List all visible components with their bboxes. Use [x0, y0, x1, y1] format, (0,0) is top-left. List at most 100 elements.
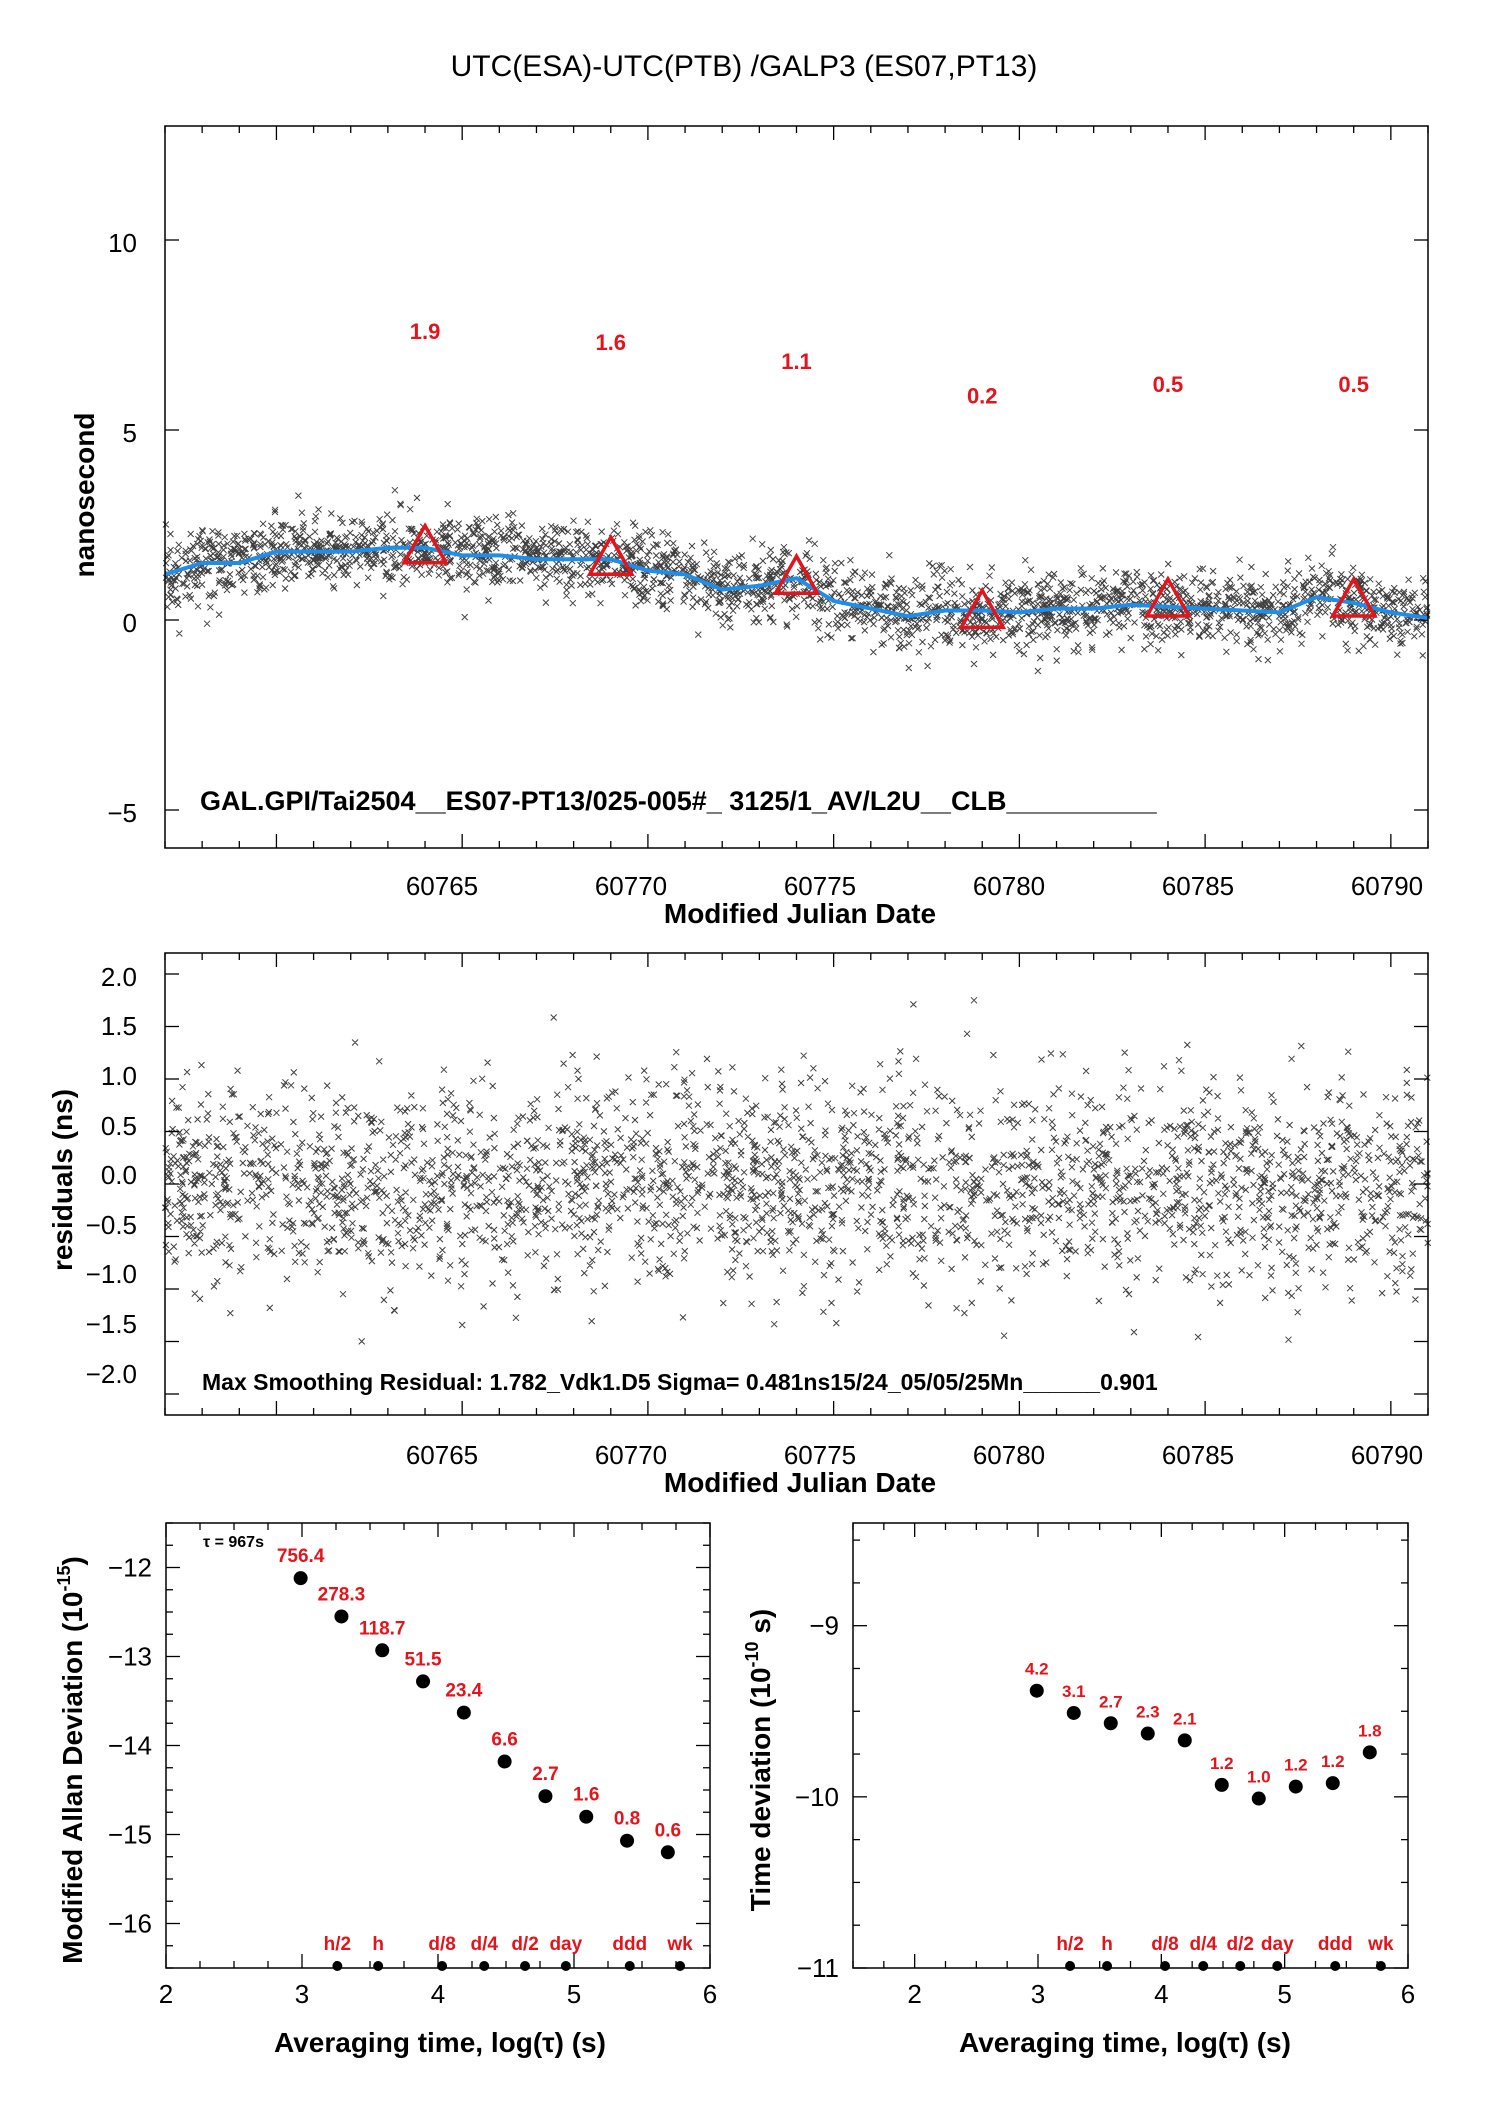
period-label: d/2 [1227, 1934, 1254, 1955]
tdev-xtick-labels: 2 3 4 5 6 [907, 1979, 1415, 2009]
adev-ylabel-sup: -15 [54, 1565, 74, 1591]
mid-ytick-label: 0.5 [101, 1111, 137, 1141]
mid-xtick-label: 60780 [973, 1440, 1045, 1470]
deviation-value-label: 756.4 [277, 1546, 325, 1567]
deviation-point [660, 1845, 675, 1860]
xtick-label: 2 [907, 1979, 921, 2009]
top-smooth-line [164, 545, 1429, 621]
xtick-label: 3 [295, 1979, 309, 2009]
ytick-label: −14 [108, 1731, 152, 1761]
top-plot-annotation: GAL.GPI/Tai2504__ES07-PT13/025-005#_ 312… [200, 786, 1158, 816]
deviation-point [1066, 1705, 1081, 1720]
period-label: ddd [1318, 1934, 1353, 1955]
period-marker [675, 1961, 686, 1971]
period-marker [520, 1961, 531, 1971]
xtick-label: 4 [1154, 1979, 1168, 2009]
deviation-point [334, 1609, 349, 1624]
deviation-value-label: 1.2 [1284, 1756, 1308, 1775]
tdev-plot-xlabel: Averaging time, log(τ) (s) [959, 2027, 1291, 2058]
ytick-label: −16 [108, 1909, 152, 1939]
triangle-marker [1329, 575, 1378, 618]
deviation-value-label: 3.1 [1062, 1682, 1086, 1701]
deviation-point [1251, 1791, 1266, 1806]
ytick-label: −9 [809, 1611, 839, 1641]
mid-plot: residuals (ns) Modified Julian Date 2.0 … [47, 952, 1432, 1498]
adev-ylabel-main: Modified Allan Deviation (10 [57, 1592, 88, 1964]
period-marker [1235, 1961, 1246, 1971]
deviation-value-label: 51.5 [405, 1649, 442, 1670]
period-label: h [1101, 1934, 1113, 1955]
triangle-value-label: 0.2 [967, 383, 998, 408]
deviation-point [1103, 1716, 1118, 1731]
period-marker [1330, 1961, 1341, 1971]
period-label: day [549, 1934, 582, 1955]
mid-xtick-label: 60790 [1351, 1440, 1423, 1470]
period-marker [373, 1961, 384, 1971]
mid-plot-ylabel: residuals (ns) [47, 1089, 78, 1271]
mid-xtick-label: 60775 [784, 1440, 856, 1470]
period-marker [1065, 1961, 1076, 1971]
mid-plot-frame [164, 952, 1429, 1416]
triangle-marker [401, 522, 450, 565]
top-plot-scatter [162, 486, 1431, 675]
deviation-value-label: 23.4 [445, 1681, 482, 1702]
adev-plot-xlabel: Averaging time, log(τ) (s) [274, 2027, 606, 2058]
mid-xtick-label: 60765 [406, 1440, 478, 1470]
tdev-period-markers: h/2 h d/8 d/4 d/2 day ddd wk [1056, 1934, 1394, 1971]
top-plot-ytick-labels: 10 5 0 −5 [107, 228, 137, 828]
deviation-value-label: 2.1 [1173, 1709, 1197, 1728]
deviation-value-label: 1.2 [1321, 1752, 1345, 1771]
deviation-value-label: 1.8 [1358, 1721, 1382, 1740]
adev-points: 756.4 278.3 118.7 51.523.4 6.6 2.7 1.6 0.8 0.6 [277, 1546, 681, 1860]
mid-xtick-label: 60785 [1162, 1440, 1234, 1470]
adev-plot-ticks [165, 1522, 711, 1969]
period-label: h/2 [1056, 1934, 1083, 1955]
mid-plot-scatter [161, 996, 1432, 1345]
deviation-point [416, 1674, 431, 1689]
deviation-point [497, 1754, 512, 1769]
deviation-value-label: 2.7 [532, 1764, 558, 1785]
top-xtick-label: 60785 [1162, 871, 1234, 901]
tdev-ylabel-main: Time deviation (10 [745, 1667, 776, 1911]
triangle-value-label: 0.5 [1153, 372, 1184, 397]
top-ytick-label: −5 [107, 798, 137, 828]
ytick-label: −10 [795, 1782, 839, 1812]
tdev-plot-frame [852, 1522, 1409, 1969]
top-plot: UTC(ESA)-UTC(PTB) /GALP3 (ES07,PT13) nan… [69, 50, 1431, 929]
period-marker [479, 1961, 490, 1971]
top-plot-xtick-labels: 60765 60770 60775 60780 60785 60790 6079… [406, 871, 1423, 901]
deviation-value-label: 118.7 [359, 1618, 406, 1639]
deviation-point [375, 1643, 390, 1658]
adev-plot: Modified Allan Deviation (10-15) Averagi… [54, 1522, 717, 2058]
mid-plot-ticks [164, 953, 1429, 1415]
deviation-value-label: 0.6 [655, 1820, 681, 1841]
period-marker [560, 1961, 571, 1971]
deviation-point [1214, 1777, 1229, 1792]
top-xtick-label: 60765 [406, 871, 478, 901]
deviation-point [1362, 1745, 1377, 1760]
period-label: d/2 [511, 1934, 538, 1955]
top-plot-ylabel: nanosecond [69, 413, 100, 578]
top-plot-frame [164, 125, 1429, 849]
ytick-label: −12 [108, 1553, 152, 1583]
period-marker [437, 1961, 448, 1971]
triangle-value-label: 1.1 [781, 349, 812, 374]
xtick-label: 3 [1031, 1979, 1045, 2009]
adev-ylabel-end: ) [57, 1556, 88, 1565]
period-marker [1272, 1961, 1283, 1971]
mid-scatter-points [161, 996, 1432, 1345]
deviation-point [1177, 1733, 1192, 1748]
mid-plot-xlabel: Modified Julian Date [664, 1467, 936, 1498]
ytick-label: −15 [108, 1820, 152, 1850]
deviation-point [456, 1705, 471, 1720]
mid-ytick-label: −1.0 [86, 1259, 137, 1289]
top-plot-title: UTC(ESA)-UTC(PTB) /GALP3 (ES07,PT13) [451, 50, 1038, 83]
tdev-points: 4.2 3.1 2.7 2.3 2.1 1.2 1.0 1.2 1.2 1.8 [1025, 1660, 1382, 1806]
top-xtick-label: 60780 [973, 871, 1045, 901]
triangle-marker [1143, 575, 1192, 618]
period-label: h [372, 1934, 384, 1955]
period-label: h/2 [324, 1934, 351, 1955]
tdev-plot-ylabel: Time deviation (10-10 s) [742, 1609, 776, 1912]
deviation-value-label: 1.0 [1247, 1768, 1271, 1787]
